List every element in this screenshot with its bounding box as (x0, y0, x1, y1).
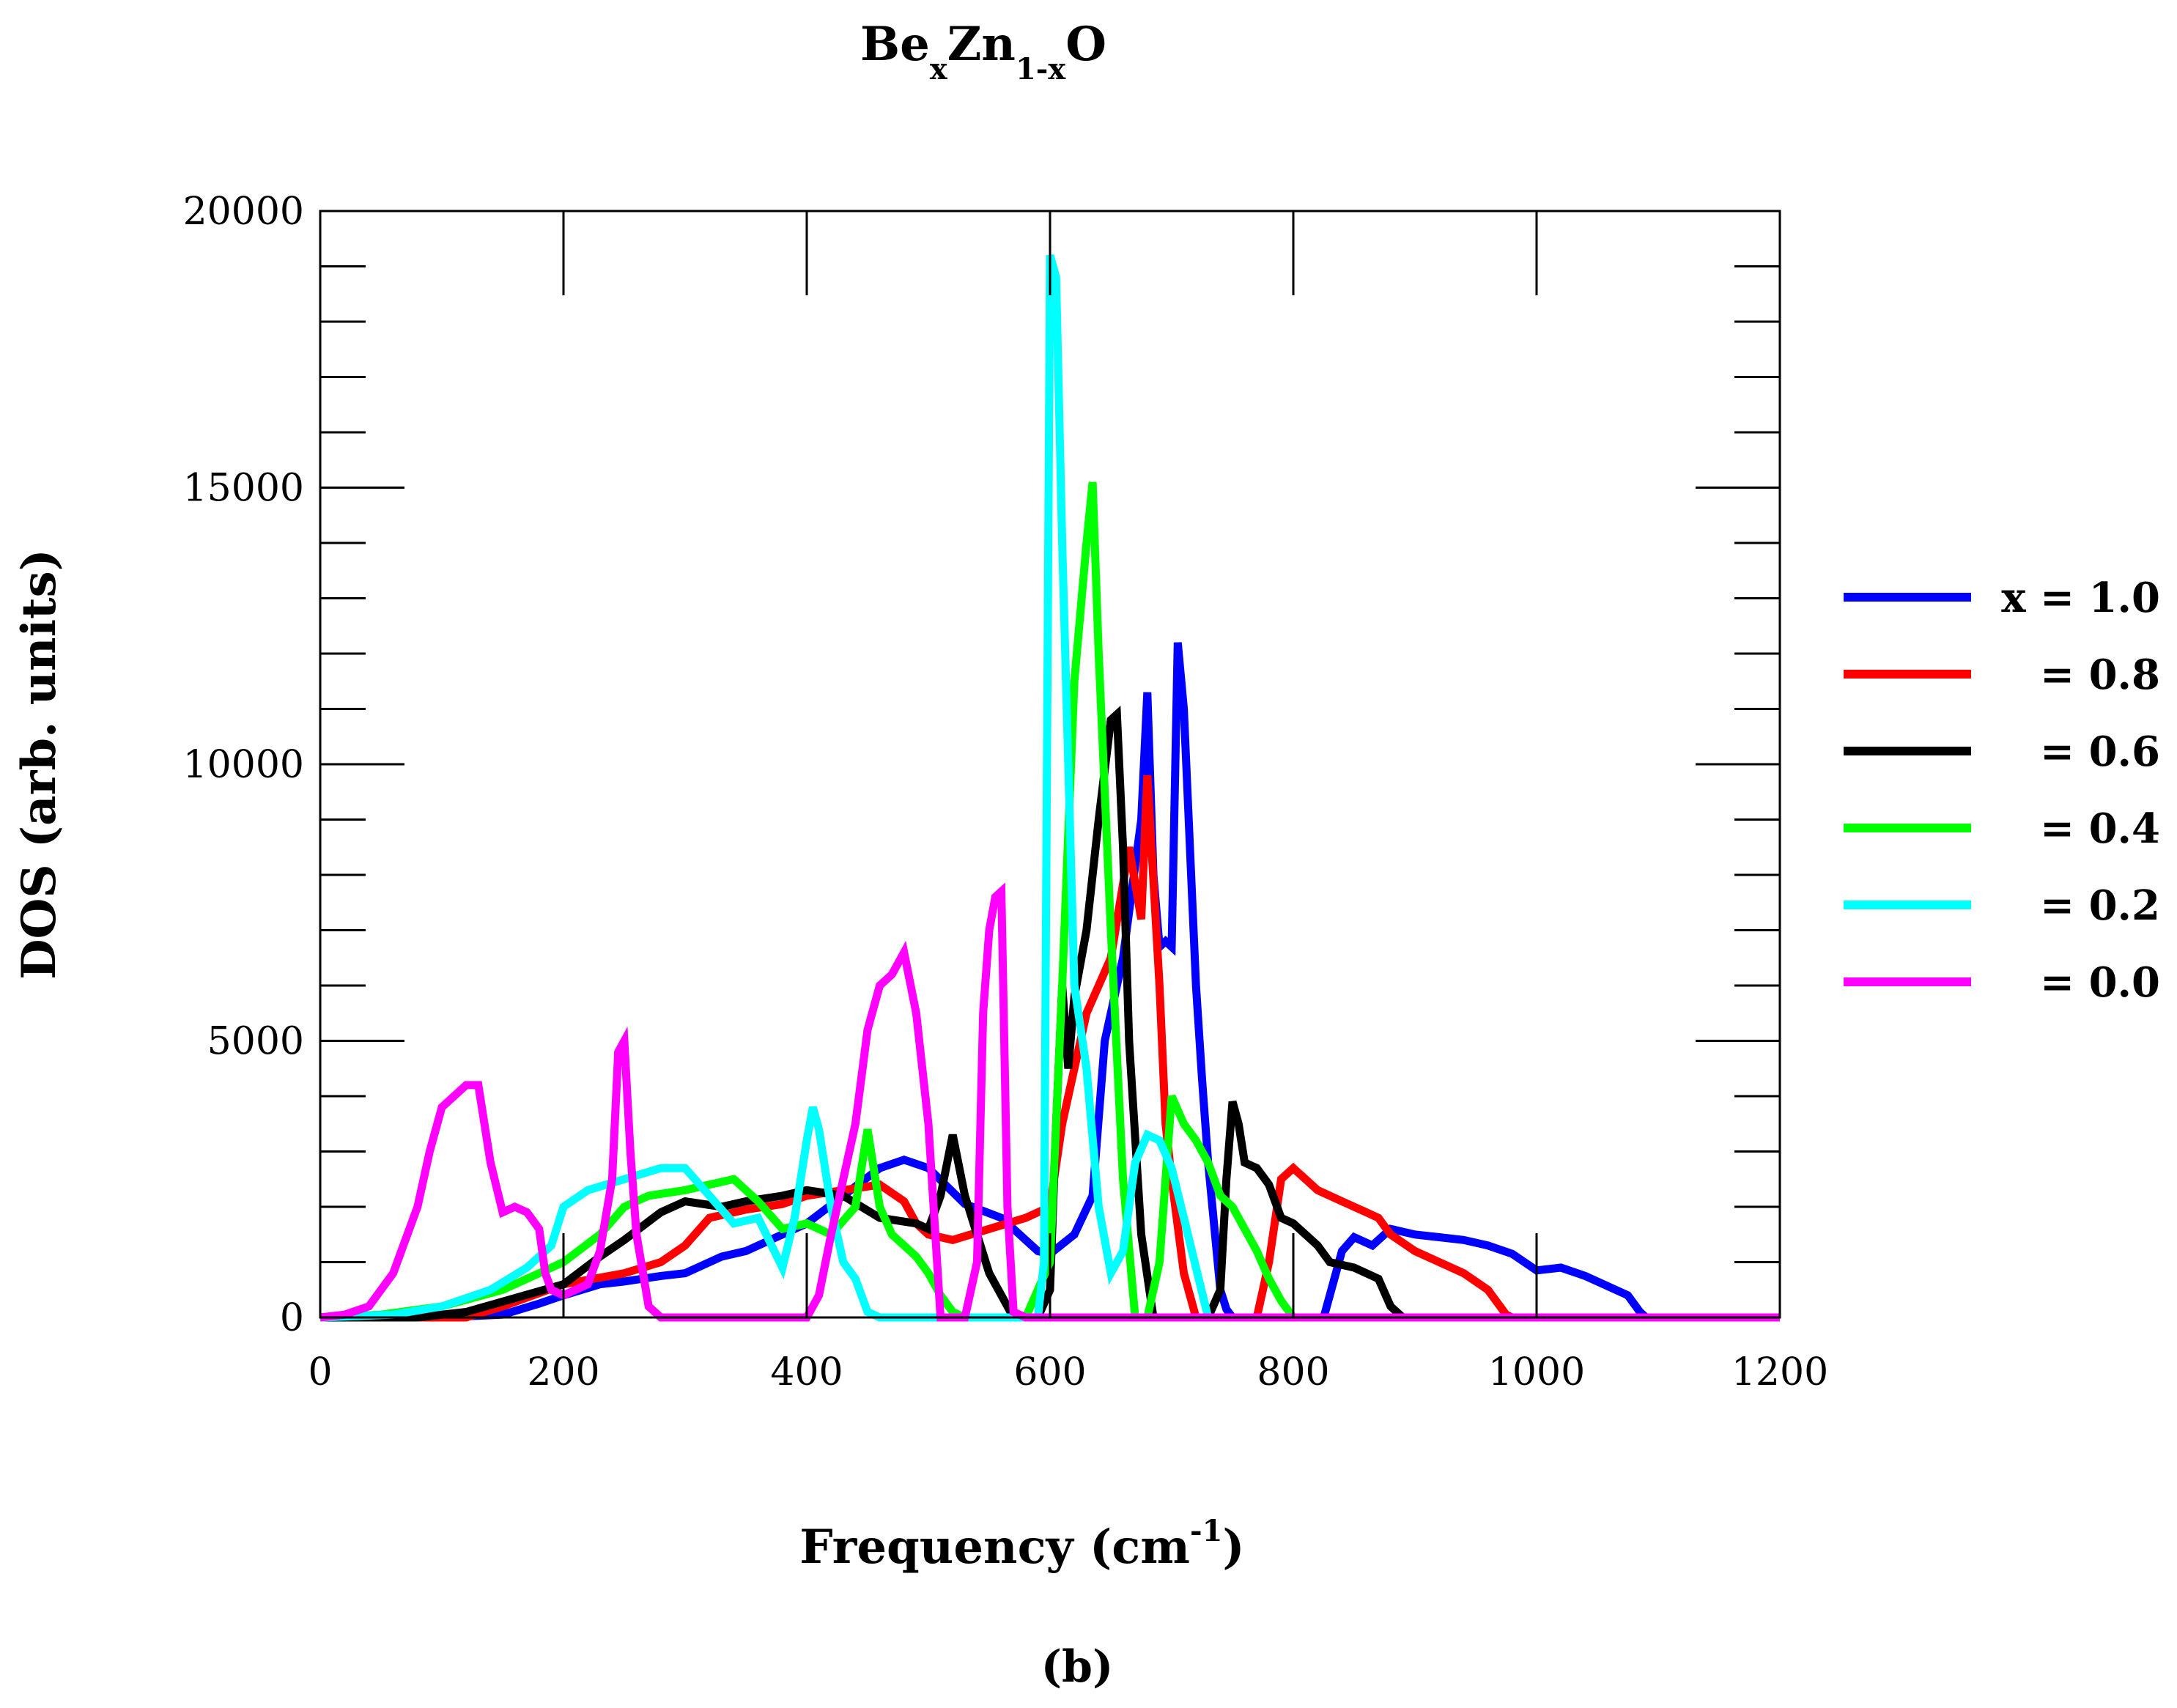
series-line-4 (319, 254, 1780, 1322)
legend-label-2: = 0.6 (2040, 728, 2160, 776)
x-tick-label-3: 600 (1013, 1350, 1086, 1394)
series-group (319, 254, 1780, 1322)
y-tick-label-0: 0 (280, 1296, 304, 1340)
x-axis-label-sup: -1 (1190, 1514, 1222, 1548)
x-axis-label-main: Frequency (cm (799, 1520, 1190, 1575)
subcaption: (b) (1041, 1641, 1114, 1693)
x-axis-label: Frequency (cm-1) (799, 1514, 1244, 1575)
x-tick-label-2: 400 (770, 1350, 843, 1394)
plot-frame (319, 210, 1781, 1319)
y-tick-label-3: 15000 (183, 467, 304, 511)
legend-label-3: = 0.4 (2040, 805, 2160, 853)
x-tick-label-0: 0 (308, 1350, 332, 1394)
x-tick-labels: 0 200 400 600 800 1000 1200 (308, 1350, 1828, 1394)
title-sub-1-x: 1-x (1016, 52, 1066, 86)
y-tick-label-4: 20000 (183, 190, 304, 234)
x-tick-label-6: 1200 (1731, 1350, 1828, 1394)
legend-label-0: x = 1.0 (2001, 574, 2160, 622)
x-tick-label-5: 1000 (1488, 1350, 1585, 1394)
title-part-be: Be (860, 17, 930, 72)
legend-label-1: = 0.8 (2040, 651, 2160, 699)
x-axis-label-close: ) (1222, 1520, 1244, 1575)
legend-label-5: = 0.0 (2040, 958, 2160, 1007)
y-tick-label-1: 5000 (207, 1020, 304, 1064)
chart-title: BexZn1-xO (860, 17, 1106, 86)
title-sub-x: x (930, 52, 948, 86)
y-axis-label: DOS (arb. units) (12, 549, 67, 980)
series-line-0 (320, 642, 1780, 1322)
x-tick-label-1: 200 (527, 1350, 599, 1394)
y-tick-label-2: 10000 (183, 743, 304, 787)
title-part-zn: Zn (947, 17, 1016, 72)
title-part-o: O (1065, 17, 1106, 72)
x-tick-label-4: 800 (1257, 1350, 1329, 1394)
legend-label-4: = 0.2 (2040, 881, 2160, 930)
legend: x = 1.0 = 0.8 = 0.6 = 0.4 = 0.2 = 0.0 (1844, 574, 2160, 1007)
y-tick-labels: 0 5000 10000 15000 20000 (183, 190, 304, 1340)
